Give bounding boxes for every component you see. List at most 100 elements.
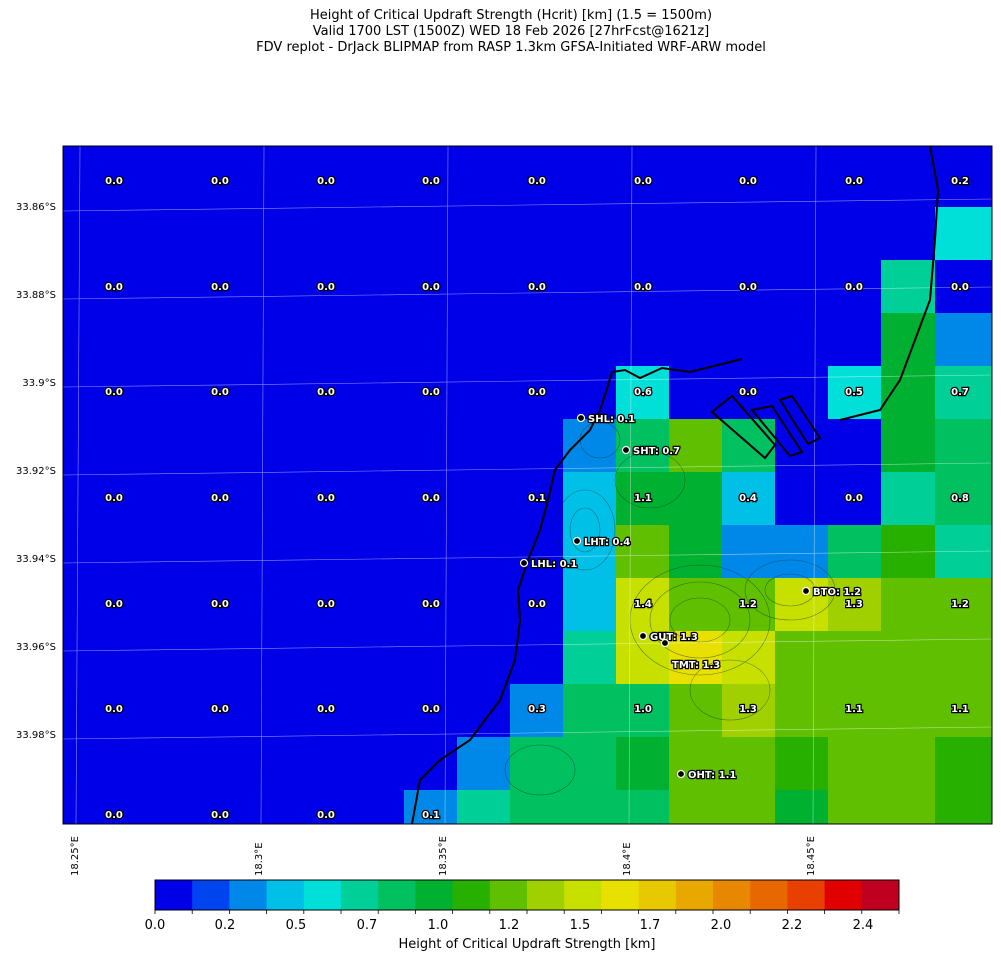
colorbar-swatch <box>378 880 416 910</box>
colorbar-swatch <box>787 880 826 910</box>
field-cell <box>563 472 616 525</box>
grid-value-label: 0.0 <box>845 282 863 293</box>
grid-value-label: 0.6 <box>634 387 652 398</box>
grid-value-label: 1.2 <box>951 599 969 610</box>
grid-value-label: 0.1 <box>422 810 440 821</box>
grid-value-label: 0.0 <box>211 387 229 398</box>
field-cell <box>722 631 775 684</box>
field-cell <box>828 737 881 790</box>
field-cell <box>881 419 935 472</box>
field-cell <box>828 525 881 578</box>
field-cell <box>457 737 510 790</box>
field-cell <box>563 737 616 790</box>
field-cell <box>722 790 775 824</box>
station-dot <box>576 413 586 423</box>
grid-value-label: 0.0 <box>422 282 440 293</box>
station-label: SHT: 0.7 <box>633 446 680 457</box>
field-cell <box>510 684 563 737</box>
field-cell <box>881 684 935 737</box>
grid-value-label: 0.0 <box>528 282 546 293</box>
field-cell <box>935 419 992 472</box>
colorbar-swatch <box>564 880 602 910</box>
field-cell <box>935 684 992 737</box>
field-cell <box>616 790 669 824</box>
lon-label: 18.3°E <box>254 842 265 876</box>
field-cell <box>881 472 935 525</box>
field-cell <box>881 631 935 684</box>
colorbar-tick-label: 0.2 <box>214 918 236 933</box>
colorbar-tick-label: 2.2 <box>781 918 803 933</box>
field-cell <box>563 419 616 472</box>
station-dot <box>801 586 811 596</box>
grid-value-label: 0.0 <box>422 493 440 504</box>
station-label: SHL: 0.1 <box>588 414 635 425</box>
grid-value-label: 0.0 <box>317 810 335 821</box>
grid-value-label: 1.0 <box>634 704 652 715</box>
station-label: GUT: 1.3 <box>650 632 698 643</box>
colorbar-tick-label: 1.7 <box>639 918 661 933</box>
field-cell <box>935 790 992 824</box>
lat-label: 33.94°S <box>16 554 56 565</box>
grid-value-label: 0.4 <box>739 493 757 504</box>
grid-value-label: 0.0 <box>317 704 335 715</box>
field-cell <box>616 366 669 419</box>
lat-label: 33.98°S <box>16 730 56 741</box>
grid-value-label: 0.0 <box>105 599 123 610</box>
title-line-2: Valid 1700 LST (1500Z) WED 18 Feb 2026 [… <box>312 24 710 39</box>
title-line-3: FDV replot - DrJack BLIPMAP from RASP 1.… <box>256 40 766 55</box>
field-cell <box>563 684 616 737</box>
grid-value-label: 0.2 <box>951 176 969 187</box>
field-cell <box>775 631 828 684</box>
grid-value-label: 0.0 <box>951 282 969 293</box>
colorbar-tick-label: 1.2 <box>498 918 520 933</box>
station-dot <box>676 769 686 779</box>
field-cell <box>722 684 775 737</box>
station-label: LHT: 0.4 <box>584 537 630 548</box>
field-cell <box>563 525 616 578</box>
grid-value-label: 0.0 <box>211 704 229 715</box>
grid-value-label: 0.0 <box>317 282 335 293</box>
station-dot <box>660 638 670 648</box>
terrain-contours <box>504 421 836 796</box>
field-cell <box>616 525 669 578</box>
field-cell <box>935 737 992 790</box>
lon-label: 18.25°E <box>70 836 81 876</box>
grid-value-label: 1.3 <box>739 704 757 715</box>
field-cell <box>881 737 935 790</box>
field-cell <box>669 578 722 631</box>
grid-value-label: 0.0 <box>105 176 123 187</box>
field-cell <box>616 578 669 631</box>
grid-value-label: 0.0 <box>105 282 123 293</box>
grid-value-label: 0.0 <box>211 493 229 504</box>
station-dot <box>638 631 648 641</box>
grid-value-label: 0.0 <box>634 176 652 187</box>
colorbar-swatch <box>824 880 863 910</box>
grid-value-label: 0.0 <box>105 704 123 715</box>
value-labels: 0.0 0.0 0.0 0.0 0.0 0.0 0.0 0.0 0.2 0.0 0.0 0.0 0.0 0… <box>104 175 970 823</box>
grid-value-label: 0.0 <box>211 599 229 610</box>
colorbar <box>154 879 900 914</box>
lat-label: 33.9°S <box>22 378 56 389</box>
grid-value-label: 0.0 <box>211 176 229 187</box>
grid-value-label: 0.0 <box>317 176 335 187</box>
map-frame <box>62 145 993 825</box>
lat-label: 33.86°S <box>16 202 56 213</box>
field-cell <box>775 790 828 824</box>
field-cell <box>935 578 992 631</box>
grid-value-label: 0.0 <box>317 493 335 504</box>
colorbar-swatch <box>192 880 230 910</box>
grid-value-label: 0.0 <box>528 176 546 187</box>
field-cell <box>722 525 775 578</box>
grid-value-label: 0.1 <box>528 493 546 504</box>
grid-value-label: 1.1 <box>845 704 863 715</box>
title-block: Height of Critical Updraft Strength (Hcr… <box>0 8 1001 56</box>
colorbar-tick-label: 0.7 <box>356 918 378 933</box>
grid-value-label: 0.0 <box>211 810 229 821</box>
grid-value-label: 1.2 <box>739 599 757 610</box>
field-cell <box>563 790 616 824</box>
colorbar-swatch <box>415 880 454 910</box>
colorbar-swatch <box>229 880 268 910</box>
lat-label: 33.88°S <box>16 290 56 301</box>
colorbar-swatch <box>638 880 677 910</box>
field-cell <box>669 737 722 790</box>
